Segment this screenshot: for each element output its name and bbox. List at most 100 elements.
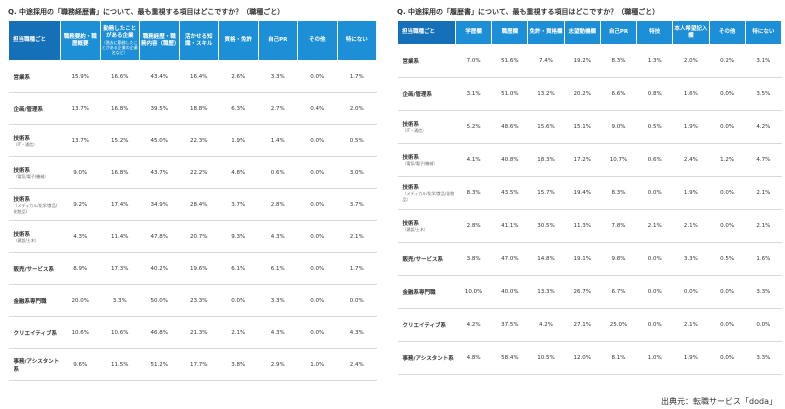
value-cell: 9.3%	[218, 220, 258, 253]
table-row: クリエイティブ系 10.6% 10.6% 46.8% 21.3% 2.1% 4.3% 0.0%…	[8, 316, 377, 349]
value-cell: 3.8%	[218, 348, 258, 381]
column-header: 職務要約・職歴概要	[60, 20, 101, 61]
value-cell: 0.0%	[709, 341, 746, 375]
column-header: 活かせる知識・スキル	[178, 20, 219, 61]
value-cell: 0.0%	[709, 275, 746, 309]
category-cell: 技術系 （電気/電子/機械）	[8, 156, 61, 189]
value-cell: 2.4%	[672, 143, 710, 177]
category-cell: 技術系 （IT・通信）	[8, 124, 61, 157]
value-cell: 8.9%	[60, 252, 100, 285]
table-row: 販売/サービス系 3.8% 47.0% 14.8% 19.1% 9.8% 0.0% 3.3% 0…	[397, 242, 782, 276]
header-text: 自己PR	[608, 29, 629, 35]
value-cell: 0.6%	[258, 156, 298, 189]
value-cell: 1.7%	[337, 60, 377, 93]
value-cell: 0.0%	[745, 308, 782, 342]
right-panel: Q. 中途採用の「履歴書」について、最も重視する項目はどこですか？（職種ごと） …	[397, 6, 783, 375]
category: 販売/サービス系	[13, 266, 55, 273]
value-cell: 2.1%	[745, 209, 782, 243]
category: 企画/管理系	[13, 106, 44, 113]
value-cell: 3.8%	[455, 242, 492, 276]
category: 技術系	[13, 196, 31, 203]
value-cell: 3.7%	[218, 188, 258, 221]
category: 営業系	[402, 59, 420, 65]
category: 技術系	[402, 122, 420, 128]
category-cell: 企画/管理系	[8, 92, 61, 125]
header-text: 特にない	[752, 29, 775, 35]
category-sub: （電気/電子/機械）	[402, 161, 438, 166]
table-row: 技術系 （メディカル/化学/食品/化粧品） 8.3% 43.5% 15.7% 19.4% 8…	[397, 176, 782, 210]
value-cell: 15.7%	[527, 176, 565, 210]
value-cell: 3.1%	[745, 44, 782, 78]
value-cell: 10.7%	[600, 143, 637, 177]
value-cell: 16.4%	[179, 60, 219, 93]
header-text: その他	[718, 29, 736, 35]
value-cell: 40.8%	[491, 143, 528, 177]
table: 担当職種ごと 職務要約・職歴概要 勤務したことがある企業 （過去に勤務したことがある企…	[8, 20, 377, 381]
value-cell: 2.1%	[745, 176, 782, 210]
value-cell: 0.0%	[297, 188, 337, 221]
column-header: 学歴欄	[454, 20, 493, 45]
value-cell: 0.5%	[709, 242, 746, 276]
value-cell: 16.8%	[100, 156, 140, 189]
table-title: Q. 中途採用の「職務経歴書」について、最も重視する項目はどこですか？（職種ごと…	[8, 8, 285, 16]
value-cell: 1.9%	[672, 110, 710, 144]
value-cell: 1.9%	[672, 176, 710, 210]
category: 技術系	[13, 135, 31, 142]
header-text: 免許・資格欄	[529, 29, 563, 35]
header-text: 職務経歴・職務内容（職歴）	[141, 33, 180, 47]
value-cell: 2.8%	[455, 209, 492, 243]
header-text: 本人希望記入欄	[674, 25, 708, 39]
value-cell: 43.7%	[139, 156, 179, 189]
value-cell: 4.3%	[258, 316, 298, 349]
category-cell: 販売/サービス系	[397, 242, 456, 276]
header-text: 学歴欄	[465, 29, 482, 35]
table-row: 事務/アシスタント系 9.6% 11.5% 51.2% 17.7% 3.8% 2.9% 1.0…	[8, 348, 377, 381]
value-cell: 0.6%	[636, 143, 673, 177]
category-cell: 事務/アシスタント系	[8, 348, 61, 381]
header-text: 活かせる知識・スキル	[184, 33, 213, 47]
value-cell: 0.2%	[709, 44, 746, 78]
value-cell: 2.1%	[672, 209, 710, 243]
column-header: 免許・資格欄	[527, 20, 565, 45]
value-cell: 3.3%	[258, 284, 298, 317]
header-text: 職歴欄	[501, 29, 519, 35]
left-panel: Q. 中途採用の「職務経歴書」について、最も重視する項目はどこですか？（職種ごと…	[8, 6, 377, 381]
value-cell: 4.3%	[337, 316, 377, 349]
value-cell: 47.8%	[139, 220, 179, 253]
category-cell: 金融系専門職	[397, 275, 456, 309]
value-cell: 4.3%	[258, 220, 298, 253]
value-cell: 17.2%	[564, 143, 601, 177]
value-cell: 47.0%	[491, 242, 528, 276]
category-cell: 技術系 （メディカル/化学/食品/化粧品）	[397, 176, 456, 210]
column-header: 志望動機欄	[563, 20, 601, 45]
column-header: その他	[708, 20, 746, 45]
column-header: 勤務したことがある企業 （過去に勤務したことがある企業の企業名など）	[99, 20, 140, 61]
value-cell: 23.3%	[179, 284, 219, 317]
table-row: 技術系 （建設/土木） 4.3% 11.4% 47.8% 20.7% 9.3% 4.3% 0.0…	[8, 220, 377, 253]
value-cell: 4.2%	[745, 110, 782, 144]
value-cell: 10.0%	[455, 275, 492, 309]
category: 技術系	[13, 167, 31, 174]
category-cell: クリエイティブ系	[8, 316, 61, 349]
value-cell: 17.4%	[100, 188, 140, 221]
value-cell: 41.1%	[491, 209, 528, 243]
category-cell: 金融系専門職	[8, 284, 61, 317]
column-header: 特技	[636, 20, 674, 45]
value-cell: 0.0%	[297, 156, 337, 189]
value-cell: 4.3%	[60, 220, 100, 253]
table-row: 技術系 （メディカル/化学/食品/化粧品） 9.2% 17.4% 34.9% 28.4% 3…	[8, 188, 377, 221]
column-header: 特にない	[336, 20, 377, 61]
table-row: 営業系 7.0% 51.6% 7.4% 19.2% 8.3% 1.3% 2.0% 0.2% 3.1…	[397, 44, 782, 78]
value-cell: 14.8%	[527, 242, 565, 276]
value-cell: 17.3%	[100, 252, 140, 285]
value-cell: 8.3%	[600, 176, 637, 210]
header-text: 担当職種ごと	[402, 29, 436, 35]
value-cell: 0.0%	[709, 77, 746, 111]
header-text: 勤務したことがある企業	[103, 26, 137, 39]
value-cell: 0.0%	[297, 252, 337, 285]
value-cell: 0.0%	[636, 275, 673, 309]
value-cell: 0.0%	[297, 124, 337, 157]
value-cell: 8.3%	[455, 176, 492, 210]
category-cell: 技術系 （メディカル/化学/食品/化粧品）	[8, 188, 61, 221]
